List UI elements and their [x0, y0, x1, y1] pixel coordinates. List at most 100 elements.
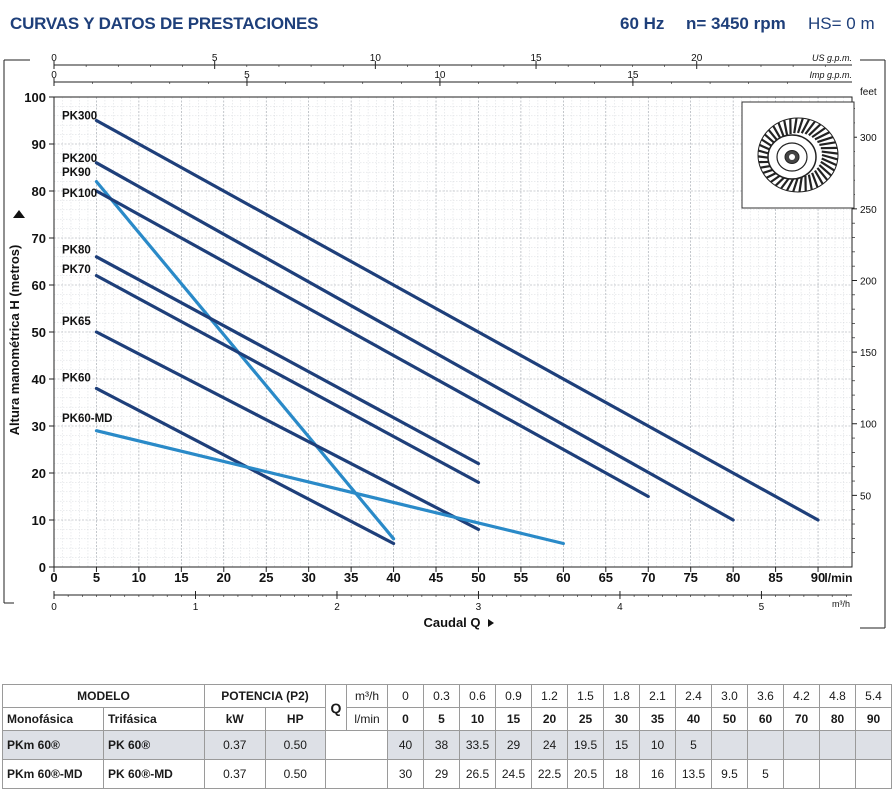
- row-h: [819, 730, 856, 760]
- x-tick-label: 40: [386, 570, 400, 585]
- y-tick-label: 30: [32, 419, 46, 434]
- chart-grid: [53, 96, 853, 568]
- usgpm-tick-label: 10: [370, 53, 382, 64]
- usgpm-tick-label: 20: [691, 53, 703, 64]
- row-h: 26.5: [459, 759, 496, 789]
- feet-tick-label: 250: [860, 205, 877, 216]
- potencia-header: POTENCIA (P2): [204, 684, 326, 708]
- feet-tick-label: 100: [860, 420, 877, 431]
- x-tick-label: 5: [93, 570, 100, 585]
- lmin-value: 20: [531, 707, 568, 731]
- y-tick-label: 50: [32, 325, 46, 340]
- row-h: 22.5: [531, 759, 568, 789]
- y-tick-label: 0: [39, 560, 46, 575]
- trifasica-header: Trifásica: [103, 707, 205, 731]
- usgpm-unit: US g.p.m.: [812, 53, 852, 63]
- series-label: PK90: [62, 167, 91, 179]
- row-h: 9.5: [711, 759, 748, 789]
- row-spacer: [325, 759, 388, 789]
- y-axis-title: Altura manométrica H (metros): [7, 245, 22, 436]
- impeller-icon: [757, 117, 839, 193]
- row-hp: 0.50: [264, 730, 326, 760]
- series-line: [94, 180, 396, 541]
- row-hp: 0.50: [264, 759, 326, 789]
- x-axis-arrow-icon: [488, 619, 494, 627]
- impeller-vane: [800, 119, 810, 134]
- m3h-value: 2.4: [675, 684, 712, 708]
- y-tick-label: 60: [32, 278, 46, 293]
- monofasica-header: Monofásica: [2, 707, 104, 731]
- x-tick-label: 0: [50, 570, 57, 585]
- lmin-value: 90: [855, 707, 892, 731]
- row-h: 15: [603, 730, 640, 760]
- chart-series: [94, 118, 820, 546]
- usgpm-tick-label: 15: [530, 53, 542, 64]
- series-label: PK200: [62, 153, 97, 165]
- m3h-tick-label: 1: [193, 602, 199, 613]
- y-tick-label: 40: [32, 372, 46, 387]
- row-mono: PKm 60®: [2, 730, 104, 760]
- impeller-frame: [741, 101, 855, 209]
- series-label: PK300: [62, 111, 97, 123]
- row-h: 24.5: [495, 759, 532, 789]
- row-h: [783, 730, 820, 760]
- m3h-tick-label: 0: [51, 602, 57, 613]
- x-tick-label: 75: [683, 570, 697, 585]
- row-h: [711, 730, 748, 760]
- series-label: PK60: [62, 372, 91, 384]
- series-label: PK65: [62, 316, 91, 328]
- row-h: 38: [423, 730, 460, 760]
- row-h: 5: [675, 730, 712, 760]
- x-tick-label: 80: [726, 570, 740, 585]
- series-line: [94, 189, 650, 499]
- lmin-value: 5: [423, 707, 460, 731]
- row-h: 18: [603, 759, 640, 789]
- series-line: [94, 330, 481, 531]
- modelo-header: MODELO: [2, 684, 205, 708]
- impgpm-tick-label: 0: [51, 70, 57, 81]
- x-tick-label: 85: [768, 570, 782, 585]
- x-tick-label: 25: [259, 570, 273, 585]
- lmin-value: 25: [567, 707, 604, 731]
- m3h-value: 0.6: [459, 684, 496, 708]
- row-h: 5: [747, 759, 784, 789]
- m3h-value: 1.5: [567, 684, 604, 708]
- impgpm-tick-label: 15: [627, 70, 639, 81]
- row-mono: PKm 60®-MD: [2, 759, 104, 789]
- usgpm-tick-label: 0: [51, 53, 57, 64]
- y-axis-arrow-icon: [13, 210, 25, 218]
- row-h: 40: [387, 730, 424, 760]
- row-tri: PK 60®-MD: [103, 759, 205, 789]
- row-h: 29: [495, 730, 532, 760]
- hs-label: HS= 0 m: [808, 14, 875, 33]
- row-h: [819, 759, 856, 789]
- x-unit: l/min: [824, 571, 852, 585]
- speed-label: n= 3450 rpm: [686, 14, 786, 33]
- impeller-shaft-hole: [789, 154, 795, 160]
- y-tick-label: 90: [32, 137, 46, 152]
- feet-tick-label: 200: [860, 276, 877, 287]
- row-kw: 0.37: [204, 730, 266, 760]
- table-row: PKm 60® PK 60® 0.37 0.50 40 38 33.5 29 2…: [2, 730, 892, 760]
- x-tick-label: 55: [514, 570, 528, 585]
- y-tick-label: 80: [32, 184, 46, 199]
- series-line: [94, 429, 565, 546]
- m3h-value: 0.9: [495, 684, 532, 708]
- impeller-illustration: [741, 101, 855, 209]
- impeller-vane: [817, 136, 834, 144]
- row-h: 29: [423, 759, 460, 789]
- series-label: PK60-MD: [62, 413, 112, 425]
- x-tick-label: 50: [471, 570, 485, 585]
- impeller-vane: [796, 118, 804, 134]
- feet-tick-label: 50: [860, 491, 872, 502]
- m3h-value: 0: [387, 684, 424, 708]
- feet-tick-label: 300: [860, 133, 877, 144]
- impgpm-tick-label: 5: [244, 70, 250, 81]
- series-label: PK100: [62, 188, 97, 200]
- row-h: [855, 730, 892, 760]
- impeller-vane: [792, 176, 800, 192]
- row-h: 20.5: [567, 759, 604, 789]
- series-line: [94, 118, 820, 522]
- y-tick-label: 100: [24, 90, 46, 105]
- impeller-vane: [804, 120, 816, 135]
